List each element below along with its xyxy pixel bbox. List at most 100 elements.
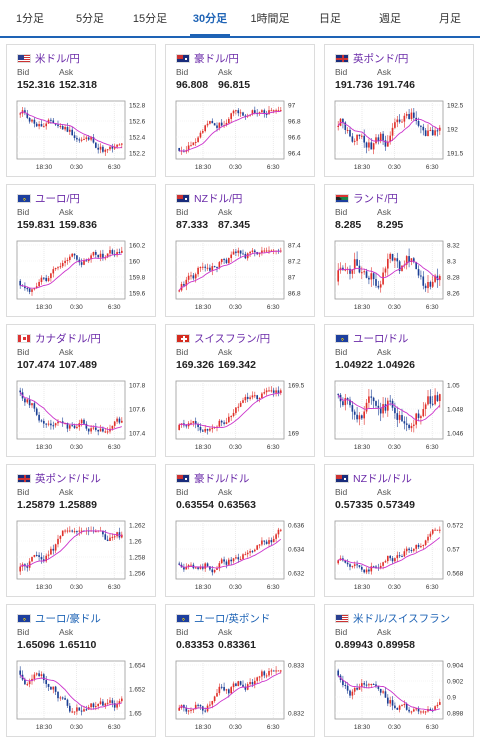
candle-body: [427, 536, 429, 541]
price-chart[interactable]: 0.572 0.57 0.568 18:30 0:30 6:30: [331, 517, 469, 595]
rate-card[interactable]: ユーロ/豪ドル Bid Ask 1.65096 1.65110 1.654 1.6…: [6, 604, 156, 737]
candle-body: [118, 418, 121, 423]
rate-card[interactable]: NZドル/ドル Bid Ask 0.57335 0.57349 0.572 0.5…: [324, 464, 474, 597]
candle-body: [258, 112, 261, 114]
x-tick-label: 18:30: [195, 724, 212, 731]
candle-body: [80, 262, 83, 265]
candle-body: [356, 134, 358, 141]
bid-value: 96.808: [176, 79, 209, 91]
pair-name-link[interactable]: ユーロ/円: [35, 192, 80, 205]
candle-body: [52, 425, 55, 427]
pair-name-link[interactable]: NZドル/ドル: [353, 472, 412, 485]
rate-card[interactable]: ユーロ/円 Bid Ask 159.831 159.836 160.2 160 15…: [6, 184, 156, 317]
candle-body: [256, 395, 259, 400]
candle-body: [408, 114, 410, 119]
pair-name-link[interactable]: 英ポンド/円: [353, 52, 409, 65]
pair-name-link[interactable]: 豪ドル/円: [194, 52, 239, 65]
pair-name-link[interactable]: 豪ドル/ドル: [194, 472, 250, 485]
x-tick-label: 6:30: [267, 164, 280, 171]
price-chart[interactable]: 169.5 169 18:30 0:30 6:30: [172, 377, 310, 455]
candle-body: [50, 119, 52, 121]
tab-timeframe[interactable]: 30分足: [180, 0, 240, 38]
tab-timeframe[interactable]: 1分足: [15, 13, 45, 25]
rate-card[interactable]: 豪ドル/円 Bid Ask 96.808 96.815 97 96.8 96.6 96…: [165, 44, 315, 177]
bid-value: 169.326: [176, 359, 214, 371]
tab-timeframe[interactable]: 月足: [439, 13, 461, 25]
pair-name-link[interactable]: スイスフラン/円: [194, 332, 271, 345]
candle-body: [73, 425, 76, 429]
candle-body: [116, 252, 118, 256]
candle-body: [225, 422, 228, 424]
y-tick-label: 1.26: [129, 539, 142, 546]
candle-body: [258, 397, 261, 400]
y-tick-label: 87: [288, 275, 296, 282]
candle-body: [225, 689, 228, 691]
candle-body: [244, 115, 247, 117]
pair-name-link[interactable]: 米ドル/スイスフラン: [353, 612, 451, 625]
pair-name-link[interactable]: ランド/円: [353, 192, 398, 205]
candle-body: [50, 423, 52, 426]
rate-card[interactable]: 英ポンド/円 Bid Ask 191.736 191.746 192.5 192 1…: [324, 44, 474, 177]
pair-name-link[interactable]: ユーロ/ドル: [353, 332, 409, 345]
moving-average-line: [337, 260, 441, 281]
y-tick-label: 1.05: [447, 383, 460, 390]
price-chart[interactable]: 97 96.8 96.6 96.4 18:30 0:30 6:30: [172, 97, 310, 175]
tab-timeframe[interactable]: 1時間足: [250, 13, 290, 25]
price-chart[interactable]: 0.833 0.832 18:30 0:30 6:30: [172, 657, 310, 735]
rate-card[interactable]: 米ドル/スイスフラン Bid Ask 0.89943 0.89958 0.904…: [324, 604, 474, 737]
candle-body: [349, 129, 351, 137]
candle-body: [90, 703, 92, 708]
candle-body: [239, 112, 242, 114]
price-chart[interactable]: 0.636 0.634 0.632 18:30 0:30 6:30: [172, 517, 310, 595]
moving-average-line: [337, 394, 441, 422]
rate-card[interactable]: 米ドル/円 Bid Ask 152.316 152.318 152.8 152.6…: [6, 44, 156, 177]
candle-body: [35, 408, 38, 415]
pair-name-link[interactable]: NZドル/円: [194, 192, 243, 205]
ask-label: Ask: [59, 67, 74, 77]
candle-body: [223, 559, 225, 562]
price-chart[interactable]: 87.4 87.2 87 86.8 18:30 0:30 6:30: [172, 237, 310, 315]
price-chart[interactable]: 1.262 1.26 1.258 1.256 18:30 0:30 6:30: [13, 517, 151, 595]
rate-card[interactable]: ランド/円 Bid Ask 8.285 8.295 8.32 8.3 8.28 8.2…: [324, 184, 474, 317]
candlestick-chart: 107.8 107.6 107.4 18:30 0:30 6:30: [16, 380, 146, 451]
candle-body: [337, 670, 340, 676]
rate-card[interactable]: 英ポンド/ドル Bid Ask 1.25879 1.25889 1.262 1.2…: [6, 464, 156, 597]
price-chart[interactable]: 152.8 152.6 152.4 152.2 18:30 0:30 6:30: [13, 97, 151, 175]
candlestick-chart: 8.32 8.3 8.28 8.26 18:30 0:30 6:30: [334, 240, 460, 311]
rate-card[interactable]: ユーロ/ドル Bid Ask 1.04922 1.04926 1.05 1.048…: [324, 324, 474, 457]
pair-name-link[interactable]: ユーロ/英ポンド: [194, 612, 271, 625]
flag-icon: [176, 53, 190, 63]
tab-timeframe[interactable]: 日足: [319, 13, 341, 25]
price-chart[interactable]: 160.2 160 159.8 159.6 18:30 0:30 6:30: [13, 237, 151, 315]
candle-body: [265, 113, 268, 115]
tab-timeframe[interactable]: 15分足: [132, 13, 168, 25]
price-chart[interactable]: 107.8 107.6 107.4 18:30 0:30 6:30: [13, 377, 151, 455]
candle-body: [31, 403, 33, 406]
tab-timeframe[interactable]: 週足: [379, 13, 401, 25]
rate-card[interactable]: 豪ドル/ドル Bid Ask 0.63554 0.63563 0.636 0.63…: [165, 464, 315, 597]
rate-card[interactable]: ユーロ/英ポンド Bid Ask 0.83353 0.83361 0.833 0.…: [165, 604, 315, 737]
candle-body: [408, 256, 410, 262]
candle-body: [410, 550, 413, 552]
bid-label: Bid: [176, 627, 189, 637]
candle-body: [54, 423, 57, 426]
rate-card[interactable]: NZドル/円 Bid Ask 87.333 87.345 87.4 87.2 87 8…: [165, 184, 315, 317]
pair-name-link[interactable]: 英ポンド/ドル: [35, 472, 101, 485]
price-chart[interactable]: 1.654 1.652 1.65 18:30 0:30 6:30: [13, 657, 151, 735]
rate-card[interactable]: スイスフラン/円 Bid Ask 169.326 169.342 169.5 16…: [165, 324, 315, 457]
price-chart[interactable]: 192.5 192 191.5 18:30 0:30 6:30: [331, 97, 469, 175]
candle-body: [66, 259, 69, 261]
candle-body: [26, 684, 29, 686]
y-tick-label: 87.4: [288, 243, 301, 250]
candle-body: [431, 281, 434, 287]
price-chart[interactable]: 1.05 1.048 1.046 18:30 0:30 6:30: [331, 377, 469, 455]
pair-name-link[interactable]: ユーロ/豪ドル: [35, 612, 101, 625]
price-chart[interactable]: 8.32 8.3 8.28 8.26 18:30 0:30 6:30: [331, 237, 469, 315]
candle-body: [270, 250, 273, 252]
rate-card[interactable]: カナダドル/円 Bid Ask 107.474 107.489 107.8 107…: [6, 324, 156, 457]
tab-timeframe[interactable]: 5分足: [75, 13, 105, 25]
price-chart[interactable]: 0.904 0.902 0.9 0.898 18:30 0:30 6:30: [331, 657, 469, 735]
candle-body: [277, 110, 280, 112]
pair-name-link[interactable]: 米ドル/円: [35, 52, 80, 65]
pair-name-link[interactable]: カナダドル/円: [35, 332, 101, 345]
